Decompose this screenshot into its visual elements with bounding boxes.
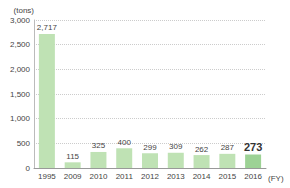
svg-text:2015: 2015 [218,172,236,181]
svg-text:3,000: 3,000 [10,16,31,25]
svg-text:1,500: 1,500 [10,90,31,99]
svg-text:2,000: 2,000 [10,65,31,74]
svg-text:2,717: 2,717 [37,23,58,32]
svg-text:287: 287 [221,143,235,152]
svg-text:2013: 2013 [167,172,185,181]
svg-text:0: 0 [26,164,31,173]
svg-text:2010: 2010 [90,172,108,181]
svg-text:273: 273 [244,141,262,153]
svg-text:(tons): (tons) [14,6,35,15]
svg-text:2012: 2012 [141,172,159,181]
svg-text:2,500: 2,500 [10,40,31,49]
svg-text:2016: 2016 [244,172,262,181]
svg-text:325: 325 [92,141,106,150]
svg-text:299: 299 [143,143,157,152]
svg-text:1,000: 1,000 [10,114,31,123]
svg-text:115: 115 [66,152,79,161]
svg-text:2014: 2014 [193,172,211,181]
svg-text:(FY): (FY) [268,174,284,183]
svg-text:309: 309 [169,142,183,151]
svg-text:2011: 2011 [116,172,134,181]
svg-text:400: 400 [118,138,132,147]
svg-text:262: 262 [195,145,209,154]
svg-text:1995: 1995 [38,172,56,181]
svg-text:500: 500 [17,139,31,148]
svg-text:2009: 2009 [64,172,82,181]
